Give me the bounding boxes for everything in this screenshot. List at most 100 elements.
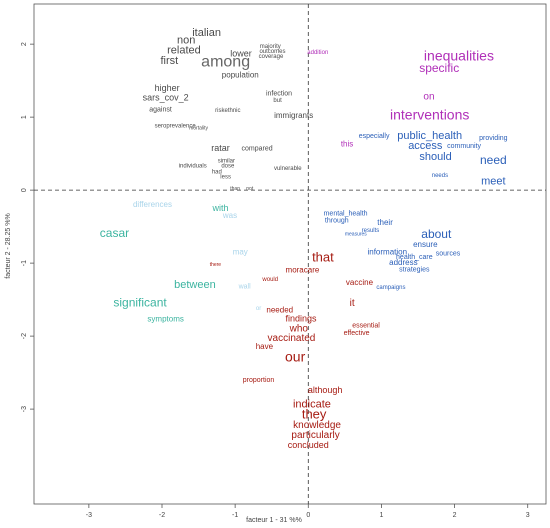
y-tick-label: -3 (21, 406, 28, 412)
word-point: first (160, 55, 178, 67)
word-point: compared (242, 145, 273, 152)
x-tick-label: 0 (306, 512, 310, 519)
word-point: about (421, 227, 452, 241)
word-point: who (289, 323, 309, 334)
word-point: would (261, 277, 278, 283)
word-point: related (167, 45, 201, 57)
word-point: needs (432, 173, 448, 179)
word-point: may (233, 247, 248, 256)
word-point: addition (307, 50, 328, 56)
word-point: need (480, 153, 507, 167)
word-point: through (325, 218, 349, 225)
x-tick-label: -1 (232, 512, 238, 519)
word-point: with (212, 203, 229, 213)
word-point: public_health (397, 130, 462, 142)
word-point: have (256, 342, 274, 351)
word-point: wall (238, 283, 252, 290)
word-point: that (312, 249, 334, 264)
word-point: but (273, 98, 282, 104)
word-point: interventions (390, 106, 469, 122)
word-point: knowledge (293, 420, 341, 431)
word-point: symptoms (147, 314, 183, 323)
x-tick-label: -2 (159, 512, 165, 519)
word-point: concluded (288, 440, 329, 450)
word-point: majority (260, 44, 281, 50)
word-point: vaccine (346, 278, 374, 287)
y-axis-label: facteur 2 - 28.25 %% (5, 213, 12, 278)
word-point: on (423, 91, 434, 102)
plot-frame (33, 3, 547, 505)
word-point: effective (344, 330, 370, 337)
word-point: especially (359, 133, 390, 140)
word-point: strategies (399, 267, 430, 274)
word-point: or (256, 306, 261, 312)
x-tick-label: -3 (86, 512, 92, 519)
x-tick-label: 2 (453, 512, 457, 519)
word-point: measures (345, 231, 367, 237)
x-tick-label: 3 (526, 512, 530, 519)
word-point: between (174, 279, 216, 291)
word-point: against (149, 107, 172, 114)
word-point: vulnerable (274, 166, 302, 172)
word-point: casar (100, 226, 129, 240)
y-tick-label: 0 (21, 188, 28, 192)
word-point: seroprevalence (155, 123, 197, 129)
word-point: results (362, 228, 380, 234)
word-point: population (222, 71, 259, 80)
y-tick-label: 2 (21, 42, 28, 46)
x-axis-label: facteur 1 - 31 %% (246, 517, 302, 524)
axes: -3 -2 -1 0 1 2 3 -3 -2 -1 0 1 2 (21, 3, 547, 519)
y-tick-label: 1 (21, 115, 28, 119)
word-point: community (447, 143, 481, 150)
word-point: significant (113, 295, 167, 309)
word-point: proportion (243, 377, 275, 384)
word-point: immigrants (274, 111, 313, 120)
word-point: indicate (293, 399, 331, 411)
word-point: there (210, 262, 222, 268)
word-point: dose (221, 164, 235, 170)
x-tick-label: 1 (379, 512, 383, 519)
word-point: riskethnic (215, 108, 240, 114)
word-point: sars_cov_2 (143, 93, 189, 103)
word-point: individuals (179, 164, 207, 170)
word-point: ratar (211, 143, 230, 153)
word-point: non (177, 34, 195, 46)
word-point: they (302, 406, 327, 421)
word-point: sources (436, 250, 461, 257)
word-point: not (246, 186, 254, 192)
word-point: access (408, 140, 443, 152)
word-point: among (201, 54, 250, 71)
word-point: should (419, 151, 451, 163)
word-point: providing (479, 135, 508, 142)
word-point: their (377, 218, 393, 227)
word-point: higher (155, 83, 180, 93)
word-point: information (367, 247, 407, 256)
word-point: particularly (291, 430, 339, 441)
y-tick-label: -2 (21, 333, 28, 339)
word-point: essential (352, 323, 380, 330)
word-point: vaccinated (268, 333, 316, 344)
word-point: needed (266, 306, 293, 315)
word-point: italian (192, 27, 221, 39)
word-point: it (350, 298, 355, 309)
word-point: although (308, 385, 343, 395)
word-point: similar (218, 159, 235, 165)
word-point: our (285, 349, 306, 365)
word-point: was (222, 211, 237, 220)
word-point: address (389, 258, 417, 267)
y-tick-label: -1 (21, 260, 28, 266)
word-point: ensure (413, 240, 438, 249)
word-point: health_care (396, 254, 433, 261)
word-point: moracare (286, 266, 320, 275)
word-point: this (341, 139, 353, 148)
word-point: inequalities (424, 47, 494, 63)
word-point: infection (266, 91, 292, 98)
word-point: lower (230, 49, 252, 59)
word-point: meet (481, 175, 505, 187)
word-point: mental_health (324, 210, 368, 217)
word-point: findings (285, 314, 317, 324)
word-point: campaigns (376, 285, 405, 291)
word-point: mortality (189, 125, 208, 131)
